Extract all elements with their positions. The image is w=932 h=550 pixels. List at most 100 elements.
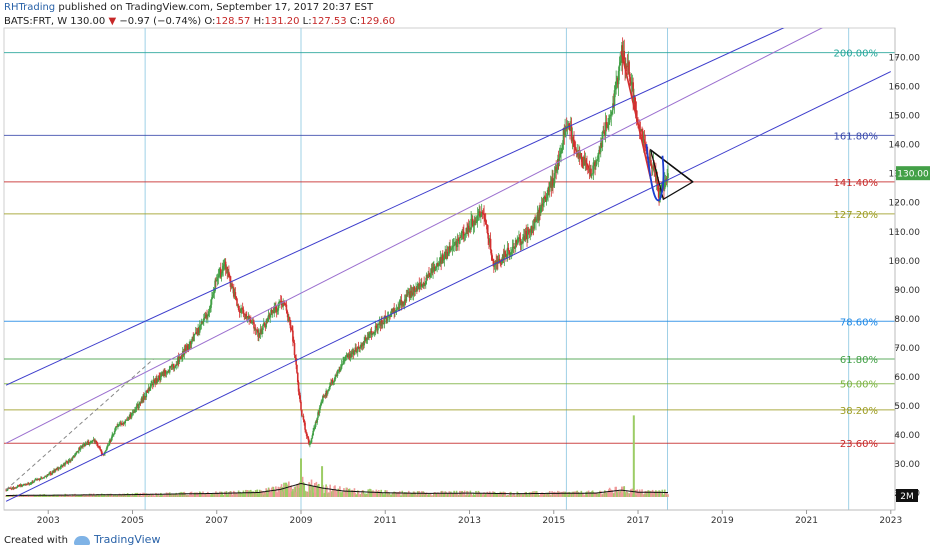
candle-body (29, 483, 32, 485)
volume-bar (630, 492, 633, 497)
volume-bar (272, 486, 275, 497)
candle-body (370, 331, 373, 335)
volume-bar (258, 494, 260, 497)
volume-bar (176, 494, 178, 497)
candle-body (152, 379, 155, 386)
volume-bar (96, 493, 99, 497)
candle-body (644, 143, 647, 148)
candle-body (243, 313, 246, 315)
volume-bar (277, 486, 280, 497)
volume-bar (193, 492, 195, 497)
volume-bar (161, 495, 164, 497)
candle-body (62, 465, 64, 467)
volume-bar (502, 491, 505, 497)
volume-bar (527, 495, 530, 497)
volume-bar (457, 494, 459, 497)
volume-bar (446, 494, 448, 497)
volume-bar (358, 494, 361, 497)
volume-bar (118, 493, 121, 497)
candle-body (401, 301, 404, 306)
candle-body (542, 203, 545, 206)
candle-body (556, 170, 558, 171)
candle-body (246, 316, 249, 319)
tradingview-brand[interactable]: TradingView (93, 533, 161, 546)
volume-bar (497, 492, 499, 497)
volume-bar (382, 493, 384, 497)
volume-bar (535, 491, 537, 497)
candle-body (158, 375, 161, 377)
candle-body (123, 423, 126, 424)
candle-body (521, 241, 523, 244)
volume-bar (605, 492, 608, 497)
volume-bar (362, 490, 365, 497)
volume-bar (554, 495, 557, 497)
candle-body (151, 383, 154, 386)
volume-bar (317, 484, 319, 497)
volume-bar (326, 493, 329, 497)
candle-body (203, 317, 206, 319)
candle-body (632, 82, 634, 103)
volume-bar (160, 492, 162, 497)
volume-bar (201, 493, 203, 497)
volume-bar (648, 492, 651, 497)
volume-bar (450, 491, 452, 497)
candle-body (187, 348, 190, 350)
volume-bar (595, 492, 598, 497)
volume-bar (181, 494, 183, 497)
candle-body (316, 417, 319, 423)
candle-body (10, 487, 12, 489)
volume-bar (98, 495, 101, 497)
candle-body (254, 328, 256, 330)
volume-bar (401, 490, 404, 497)
candle-body (188, 344, 190, 350)
volume-bar (441, 491, 444, 497)
volume-bar (352, 490, 355, 497)
volume-bar (109, 493, 112, 497)
volume-average-line (6, 482, 668, 496)
candle-body (54, 469, 57, 472)
candle-body (42, 477, 45, 479)
volume-bar (582, 493, 584, 497)
candle-body (560, 151, 562, 155)
volume-bar (335, 493, 338, 497)
candle-body (465, 227, 468, 234)
candle-body (20, 484, 23, 487)
volume-bar (205, 493, 208, 497)
candle-body (102, 454, 105, 456)
candle-body (485, 224, 488, 226)
volume-bar (360, 494, 362, 497)
volume-bar (313, 483, 316, 497)
candle-body (141, 398, 144, 402)
candle-body (91, 440, 94, 442)
candle-body (347, 355, 349, 358)
volume-bar (481, 494, 484, 497)
volume-bar (180, 491, 182, 497)
candle-body (194, 332, 197, 334)
volume-bar (249, 493, 251, 497)
volume-bar (625, 493, 627, 497)
volume-bar (305, 491, 307, 497)
volume-bar (94, 495, 97, 497)
volume-bar (484, 493, 487, 497)
volume-bar (89, 494, 92, 497)
candle-body (307, 436, 310, 441)
volume-bar (154, 495, 156, 497)
volume-bar (6, 495, 8, 497)
candle-body (262, 323, 265, 326)
volume-bar (337, 488, 340, 497)
volume-bar (415, 494, 417, 497)
author-name[interactable]: RHTrading (4, 2, 56, 13)
candle-body (323, 395, 326, 397)
candle-body (667, 173, 669, 179)
volume-bar (275, 486, 277, 497)
candle-body (258, 333, 261, 335)
volume-layer (5, 415, 669, 497)
candle-body (515, 240, 518, 245)
volume-bar (628, 492, 630, 497)
candle-body (439, 257, 442, 262)
volume-bar (369, 489, 372, 497)
candle-body (215, 280, 218, 282)
volume-bar (192, 494, 195, 497)
candle-body (245, 316, 248, 319)
